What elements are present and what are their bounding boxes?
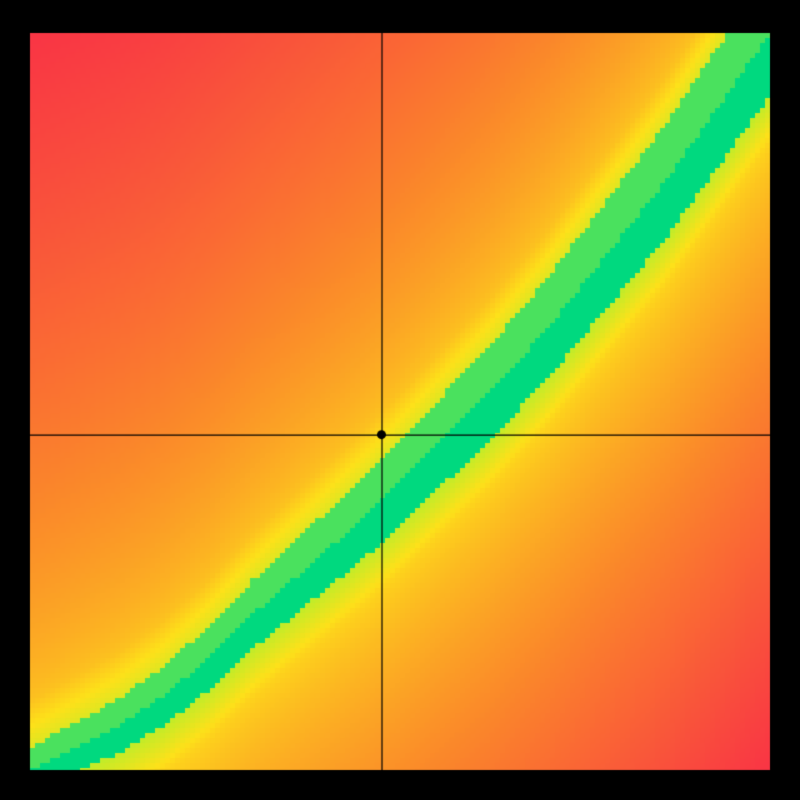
bottleneck-heatmap [0, 0, 800, 800]
chart-container: TheBottleneck.com [0, 0, 800, 800]
